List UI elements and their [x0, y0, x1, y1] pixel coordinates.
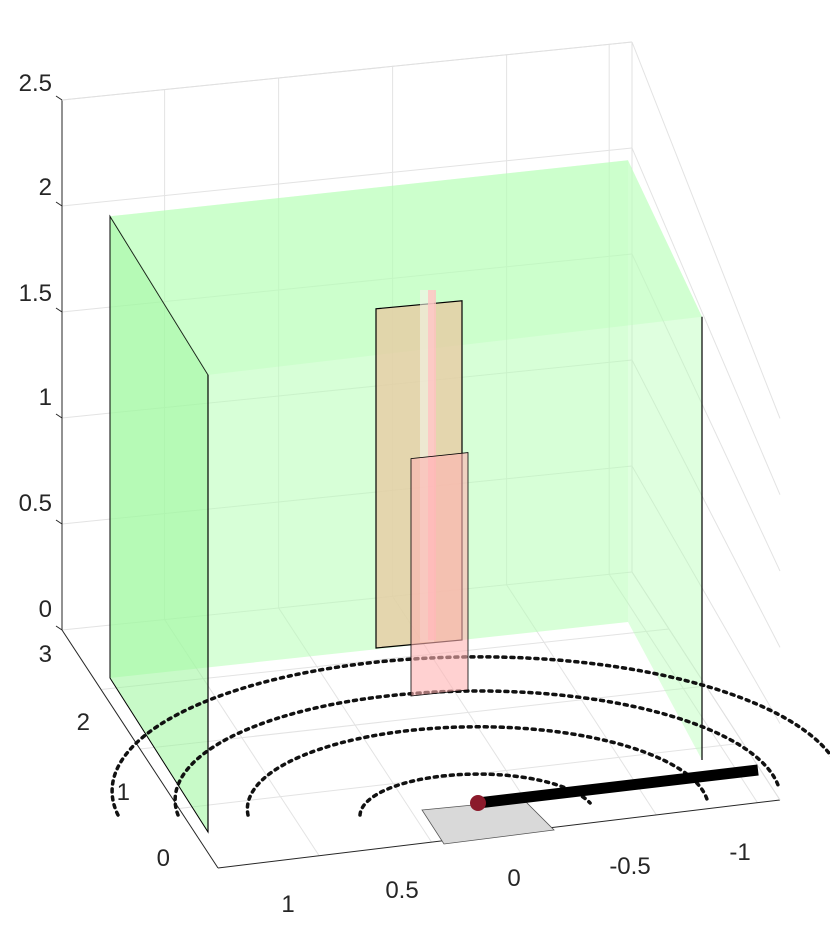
x-tick-label: 0	[507, 865, 520, 892]
green-top	[110, 160, 702, 375]
pivot-point	[470, 795, 486, 811]
grid-line	[631, 359, 781, 648]
grid-line	[139, 685, 707, 750]
box-edge	[61, 41, 633, 101]
short-column	[410, 452, 469, 697]
y-tick-label: 1	[117, 779, 130, 806]
grid-line	[631, 147, 781, 495]
z-tick-mark	[55, 307, 63, 313]
y-axis-line	[61, 629, 219, 869]
green-back-wall	[110, 160, 628, 679]
x-tick-label: -0.5	[609, 853, 650, 880]
dotted-arc	[245, 725, 710, 817]
boom-bar	[477, 764, 759, 809]
dotted-arc	[110, 655, 830, 817]
z-tick-label: 1.5	[19, 280, 52, 307]
grid-line	[61, 147, 633, 207]
z-tick-label: 0	[39, 596, 52, 623]
y-tick-label: 3	[39, 641, 52, 668]
y-tick-label: 0	[157, 845, 170, 872]
z-tick-mark	[55, 413, 63, 419]
z-tick-mark	[55, 95, 63, 101]
z-tick-label: 2.5	[19, 70, 52, 97]
green-right-wall	[628, 160, 702, 761]
grid-line	[631, 41, 781, 419]
z-tick-label: 2	[39, 174, 52, 201]
z-tick-label: 1	[39, 384, 52, 411]
x-tick-label: -1	[729, 839, 750, 866]
x-tick-label: 1	[281, 891, 294, 918]
z-tick-mark	[55, 201, 63, 207]
grid-line	[631, 465, 781, 724]
y-tick-label: 2	[77, 709, 90, 736]
grid-line	[631, 253, 781, 572]
box-edge	[631, 571, 781, 801]
z-tick-mark	[55, 625, 63, 631]
scene	[109, 160, 830, 845]
tick-labels: 0 0.5 1 1.5 2 2.5 0 1 2 3 1 0.5 0 -0.5 -1	[19, 70, 751, 918]
z-tick-mark	[55, 519, 63, 525]
z-tick-label: 0.5	[19, 490, 52, 517]
x-tick-label: 0.5	[385, 877, 418, 904]
